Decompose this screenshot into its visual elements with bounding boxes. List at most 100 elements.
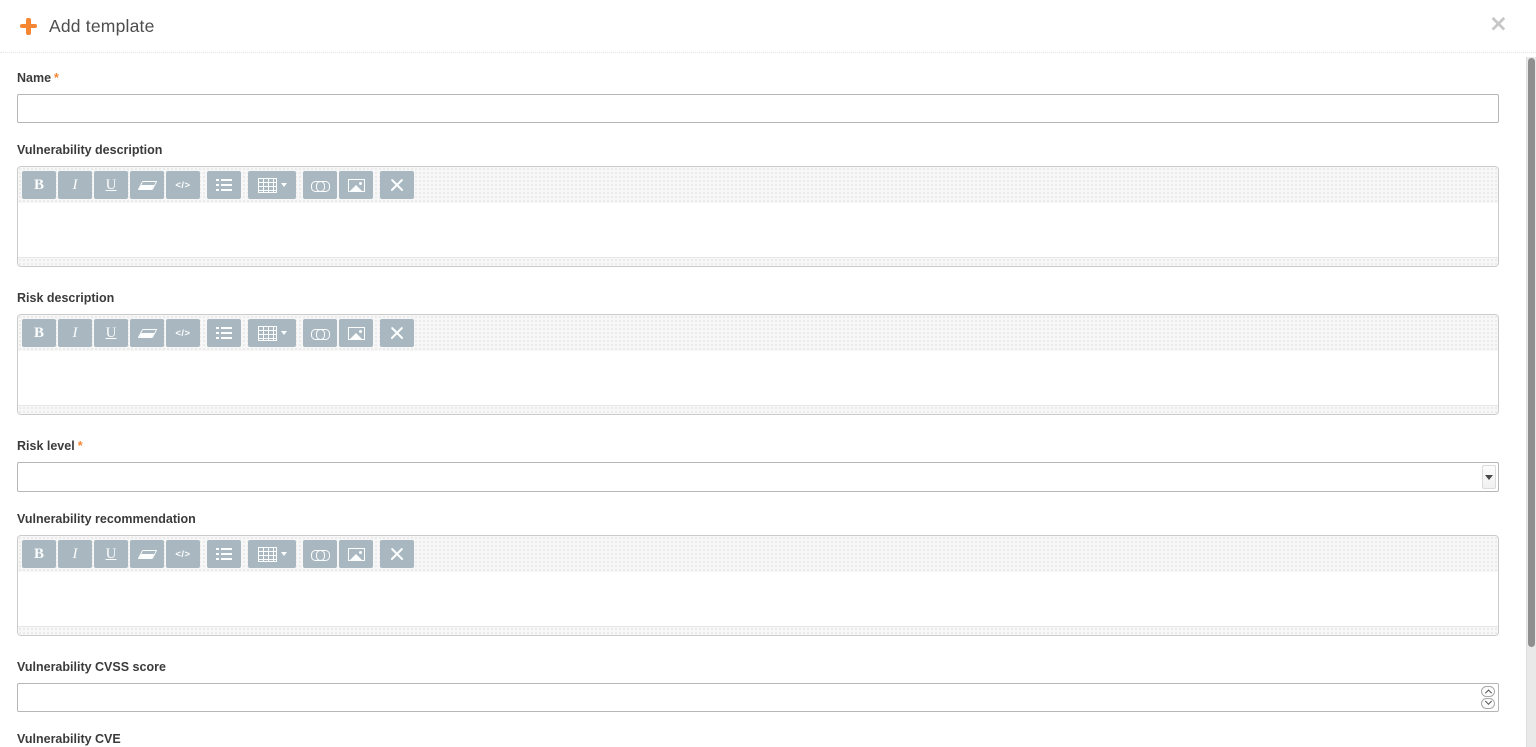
- scrollbar-thumb[interactable]: [1528, 58, 1535, 647]
- spinner-down-button[interactable]: [1481, 697, 1495, 709]
- code-view-button[interactable]: </>: [166, 540, 200, 568]
- fullscreen-icon: [390, 326, 404, 340]
- vulnerability-description-label: Vulnerability description: [17, 143, 1499, 157]
- code-view-button[interactable]: </>: [166, 319, 200, 347]
- italic-icon: I: [72, 545, 78, 562]
- bold-icon: B: [33, 176, 44, 193]
- required-marker: *: [77, 439, 83, 453]
- bold-icon: B: [33, 324, 44, 341]
- italic-icon: I: [72, 324, 78, 341]
- risk-description-label: Risk description: [17, 291, 1499, 305]
- link-icon: [310, 328, 330, 340]
- plus-icon: [20, 17, 37, 35]
- chevron-up-icon: [1484, 689, 1492, 697]
- code-view-icon: </>: [175, 327, 191, 339]
- chevron-down-icon: [1484, 697, 1492, 705]
- remove-format-button[interactable]: [130, 319, 164, 347]
- required-marker: *: [54, 71, 59, 85]
- chevron-down-icon: [1485, 474, 1493, 480]
- italic-button[interactable]: I: [58, 171, 92, 199]
- link-button[interactable]: [303, 319, 337, 347]
- bold-button[interactable]: B: [22, 540, 56, 568]
- risk-description-label-text: Risk description: [17, 291, 115, 305]
- cvss-score-number-field: [17, 683, 1499, 712]
- link-button[interactable]: [303, 540, 337, 568]
- name-label: Name *: [17, 71, 1499, 85]
- table-button[interactable]: [248, 540, 296, 568]
- underline-button[interactable]: U: [94, 171, 128, 199]
- modal-body: Name * Vulnerability description B I U </> R…: [0, 53, 1536, 747]
- editor-content-area[interactable]: [18, 351, 1498, 405]
- vulnerability-cvss-score-label: Vulnerability CVSS score: [17, 660, 1499, 674]
- code-view-icon: </>: [175, 548, 191, 560]
- vulnerability-recommendation-editor: B I U </>: [17, 535, 1499, 636]
- unordered-list-button[interactable]: [207, 319, 241, 347]
- link-button[interactable]: [303, 171, 337, 199]
- remove-format-icon: [137, 180, 157, 190]
- bold-icon: B: [33, 545, 44, 562]
- code-view-icon: </>: [175, 179, 191, 191]
- link-icon: [310, 549, 330, 561]
- underline-icon: U: [105, 545, 117, 562]
- italic-button[interactable]: I: [58, 540, 92, 568]
- cvss-score-input[interactable]: [17, 683, 1499, 712]
- editor-statusbar[interactable]: [18, 257, 1498, 266]
- field-group-vulnerability-recommendation: Vulnerability recommendation B I U </>: [17, 512, 1499, 636]
- image-button[interactable]: [339, 319, 373, 347]
- unordered-list-icon: [216, 327, 232, 339]
- unordered-list-button[interactable]: [207, 540, 241, 568]
- field-group-risk-description: Risk description B I U </>: [17, 291, 1499, 415]
- editor-statusbar[interactable]: [18, 405, 1498, 414]
- name-input[interactable]: [17, 94, 1499, 123]
- editor-content-area[interactable]: [18, 572, 1498, 626]
- bold-button[interactable]: B: [22, 171, 56, 199]
- underline-button[interactable]: U: [94, 319, 128, 347]
- image-button[interactable]: [339, 171, 373, 199]
- select-dropdown-zone[interactable]: [1482, 465, 1496, 489]
- unordered-list-icon: [216, 548, 232, 560]
- underline-icon: U: [105, 324, 117, 341]
- code-view-button[interactable]: </>: [166, 171, 200, 199]
- fullscreen-button[interactable]: [380, 319, 414, 347]
- close-icon[interactable]: ×: [1488, 11, 1508, 37]
- vulnerability-cve-label: Vulnerability CVE: [17, 732, 1499, 746]
- vulnerability-recommendation-label: Vulnerability recommendation: [17, 512, 1499, 526]
- number-spinner: [1481, 686, 1495, 709]
- table-button[interactable]: [248, 319, 296, 347]
- image-icon: [347, 178, 365, 192]
- unordered-list-button[interactable]: [207, 171, 241, 199]
- editor-content-area[interactable]: [18, 203, 1498, 257]
- modal-header: Add template ×: [0, 0, 1536, 53]
- table-icon: [258, 326, 287, 341]
- editor-statusbar[interactable]: [18, 626, 1498, 635]
- field-group-vulnerability-cve: Vulnerability CVE: [17, 732, 1499, 747]
- vulnerability-recommendation-label-text: Vulnerability recommendation: [17, 512, 196, 526]
- remove-format-button[interactable]: [130, 540, 164, 568]
- editor-toolbar: B I U </>: [18, 167, 1498, 203]
- name-label-text: Name: [17, 71, 52, 85]
- editor-toolbar: B I U </>: [18, 315, 1498, 351]
- bold-button[interactable]: B: [22, 319, 56, 347]
- vertical-scrollbar[interactable]: [1526, 57, 1536, 747]
- remove-format-icon: [137, 328, 157, 338]
- table-button[interactable]: [248, 171, 296, 199]
- vulnerability-description-label-text: Vulnerability description: [17, 143, 163, 157]
- fullscreen-button[interactable]: [380, 540, 414, 568]
- risk-level-select[interactable]: [17, 462, 1499, 492]
- field-group-name: Name *: [17, 71, 1499, 123]
- link-icon: [310, 180, 330, 192]
- italic-icon: I: [72, 176, 78, 193]
- field-group-vulnerability-description: Vulnerability description B I U </>: [17, 143, 1499, 267]
- image-icon: [347, 547, 365, 561]
- vulnerability-cve-label-text: Vulnerability CVE: [17, 732, 121, 746]
- italic-button[interactable]: I: [58, 319, 92, 347]
- unordered-list-icon: [216, 179, 232, 191]
- remove-format-button[interactable]: [130, 171, 164, 199]
- table-icon: [258, 547, 287, 562]
- image-button[interactable]: [339, 540, 373, 568]
- image-icon: [347, 326, 365, 340]
- spinner-up-button[interactable]: [1481, 686, 1495, 697]
- underline-button[interactable]: U: [94, 540, 128, 568]
- fullscreen-button[interactable]: [380, 171, 414, 199]
